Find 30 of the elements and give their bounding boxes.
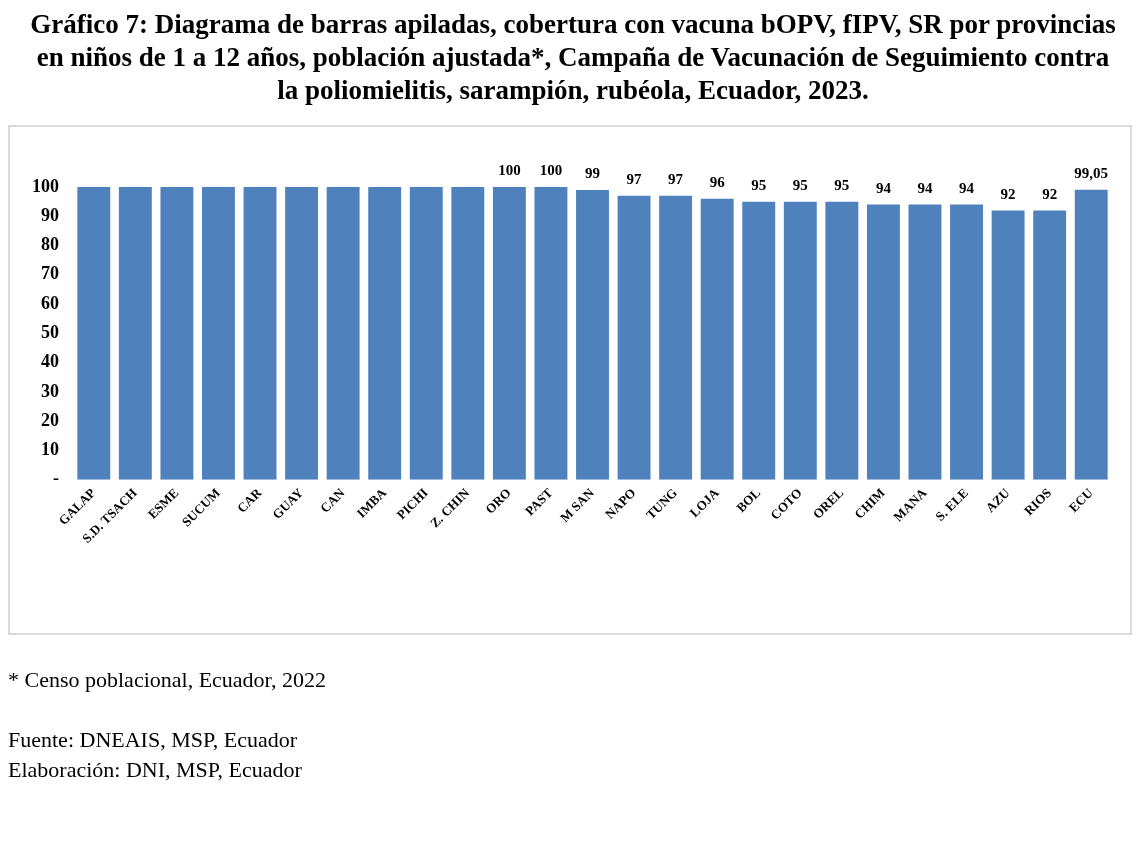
data-label: 94 xyxy=(875,179,892,196)
data-label: 94 xyxy=(917,179,933,196)
y-tick-label: 30 xyxy=(41,380,59,401)
data-label: 97 xyxy=(626,171,643,188)
data-label: 94 xyxy=(959,179,975,196)
data-label: 96 xyxy=(709,174,726,191)
y-tick-label: 10 xyxy=(41,439,59,460)
y-tick-label: 20 xyxy=(41,409,59,430)
data-label: 95 xyxy=(834,177,850,194)
source-note: Fuente: DNEAIS, MSP, Ecuador xyxy=(8,726,299,754)
data-label: 99,05 xyxy=(1074,165,1109,182)
y-tick-label: - xyxy=(53,468,59,489)
y-tick-label: 40 xyxy=(41,351,59,372)
text: * Censo poblacional, Ecuador, 2022 xyxy=(8,666,328,694)
y-tick-label: 100 xyxy=(32,175,59,196)
data-label: 92 xyxy=(1042,185,1058,202)
y-tick-label: 80 xyxy=(41,234,59,255)
data-label: 100 xyxy=(498,162,521,179)
y-tick-label: 60 xyxy=(41,292,59,313)
y-tick-label: 50 xyxy=(41,321,59,342)
chart-title: Gráfico 7: Diagrama de barras apiladas, cobertura con vacuna bOPV, fIPV, SR por provincias en niños de 1 a 12 años, población ajustada*, Campaña de Vacunación de Seguimiento contra la poliomielitis, sarampión, rubéola, Ecuador, 2023. xyxy=(29,8,1117,107)
y-tick-label: 70 xyxy=(41,263,59,284)
data-label: 97 xyxy=(668,171,684,188)
data-label: 95 xyxy=(792,177,808,194)
data-label: 100 xyxy=(539,162,563,179)
text: Elaboración: DNI, MSP, Ecuador xyxy=(8,756,303,784)
data-label: 92 xyxy=(1000,185,1016,202)
data-label: 95 xyxy=(751,177,767,194)
data-label: 99 xyxy=(585,165,600,182)
y-tick-label: 90 xyxy=(41,204,59,225)
